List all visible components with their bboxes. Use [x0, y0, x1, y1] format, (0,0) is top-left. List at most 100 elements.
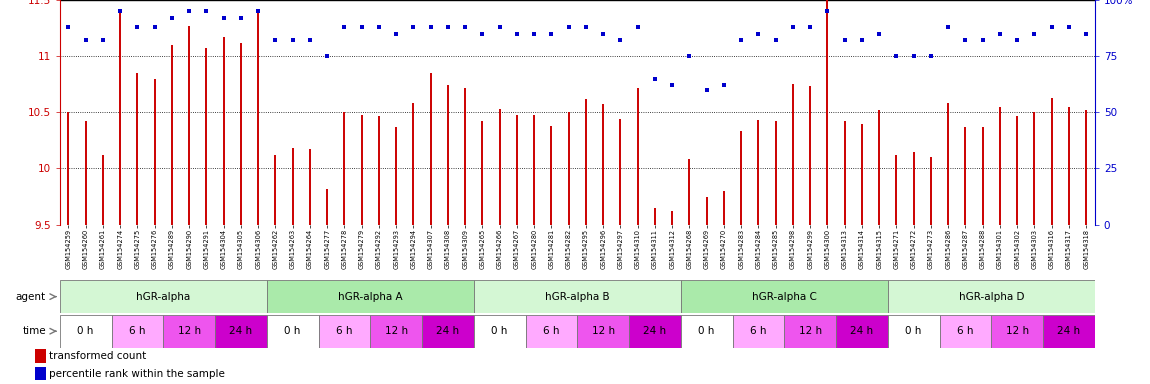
- Text: 12 h: 12 h: [1005, 326, 1029, 336]
- Text: 12 h: 12 h: [384, 326, 408, 336]
- Bar: [474, 280, 681, 313]
- Point: [1078, 31, 1096, 37]
- Text: 6 h: 6 h: [336, 326, 353, 336]
- Text: 6 h: 6 h: [543, 326, 560, 336]
- Bar: [112, 315, 163, 348]
- Bar: [888, 315, 940, 348]
- Point: [1060, 24, 1079, 30]
- Text: 0 h: 0 h: [905, 326, 922, 336]
- Point: [991, 31, 1010, 37]
- Point: [232, 15, 251, 21]
- Point: [750, 31, 768, 37]
- Point: [888, 53, 906, 59]
- Bar: [526, 315, 577, 348]
- Bar: [422, 315, 474, 348]
- Point: [940, 24, 958, 30]
- Point: [388, 31, 406, 37]
- Point: [784, 24, 803, 30]
- Text: 24 h: 24 h: [850, 326, 874, 336]
- Point: [163, 15, 182, 21]
- Point: [215, 15, 233, 21]
- Point: [974, 37, 992, 43]
- Text: 24 h: 24 h: [229, 326, 253, 336]
- Point: [110, 8, 130, 14]
- Point: [819, 8, 837, 14]
- Point: [267, 37, 285, 43]
- Text: time: time: [22, 326, 46, 336]
- Point: [905, 53, 923, 59]
- Bar: [34, 349, 46, 363]
- Point: [664, 82, 682, 88]
- Point: [715, 82, 734, 88]
- Text: 6 h: 6 h: [129, 326, 146, 336]
- Bar: [319, 315, 370, 348]
- Bar: [681, 280, 888, 313]
- Point: [871, 31, 889, 37]
- Point: [698, 87, 716, 93]
- Bar: [267, 315, 319, 348]
- Point: [612, 37, 630, 43]
- Point: [560, 24, 578, 30]
- Bar: [60, 315, 112, 348]
- Bar: [34, 367, 46, 380]
- Point: [198, 8, 216, 14]
- Point: [353, 24, 371, 30]
- Bar: [1043, 315, 1095, 348]
- Point: [733, 37, 751, 43]
- Text: 24 h: 24 h: [436, 326, 460, 336]
- Text: hGR-alpha A: hGR-alpha A: [338, 291, 402, 302]
- Bar: [991, 315, 1043, 348]
- Bar: [681, 315, 733, 348]
- Bar: [474, 315, 526, 348]
- Point: [319, 53, 337, 59]
- Point: [439, 24, 458, 30]
- Point: [422, 24, 440, 30]
- Point: [181, 8, 199, 14]
- Point: [543, 31, 561, 37]
- Point: [129, 24, 147, 30]
- Point: [474, 31, 492, 37]
- Point: [457, 24, 475, 30]
- Text: 12 h: 12 h: [177, 326, 201, 336]
- Text: 12 h: 12 h: [798, 326, 822, 336]
- Bar: [784, 315, 836, 348]
- Bar: [163, 315, 215, 348]
- Text: 6 h: 6 h: [957, 326, 974, 336]
- Text: 0 h: 0 h: [77, 326, 94, 336]
- Point: [836, 37, 854, 43]
- Point: [526, 31, 544, 37]
- Point: [370, 24, 389, 30]
- Bar: [836, 315, 888, 348]
- Bar: [629, 315, 681, 348]
- Text: percentile rank within the sample: percentile rank within the sample: [49, 369, 225, 379]
- Text: agent: agent: [16, 291, 46, 302]
- Point: [405, 24, 423, 30]
- Text: hGR-alpha C: hGR-alpha C: [752, 291, 816, 302]
- Point: [957, 37, 975, 43]
- Bar: [267, 280, 474, 313]
- Bar: [888, 280, 1095, 313]
- Text: 24 h: 24 h: [1057, 326, 1081, 336]
- Text: 0 h: 0 h: [698, 326, 715, 336]
- Point: [1026, 31, 1044, 37]
- Bar: [577, 315, 629, 348]
- Text: 0 h: 0 h: [284, 326, 301, 336]
- Text: 0 h: 0 h: [491, 326, 508, 336]
- Point: [922, 53, 941, 59]
- Point: [145, 24, 164, 30]
- Text: hGR-alpha: hGR-alpha: [136, 291, 191, 302]
- Point: [802, 24, 820, 30]
- Bar: [60, 280, 267, 313]
- Text: 12 h: 12 h: [591, 326, 615, 336]
- Point: [1043, 24, 1061, 30]
- Text: 24 h: 24 h: [643, 326, 667, 336]
- Point: [1009, 37, 1027, 43]
- Point: [853, 37, 872, 43]
- Point: [681, 53, 699, 59]
- Text: transformed count: transformed count: [49, 351, 147, 361]
- Point: [94, 37, 113, 43]
- Point: [250, 8, 268, 14]
- Text: 6 h: 6 h: [750, 326, 767, 336]
- Point: [301, 37, 320, 43]
- Point: [629, 24, 647, 30]
